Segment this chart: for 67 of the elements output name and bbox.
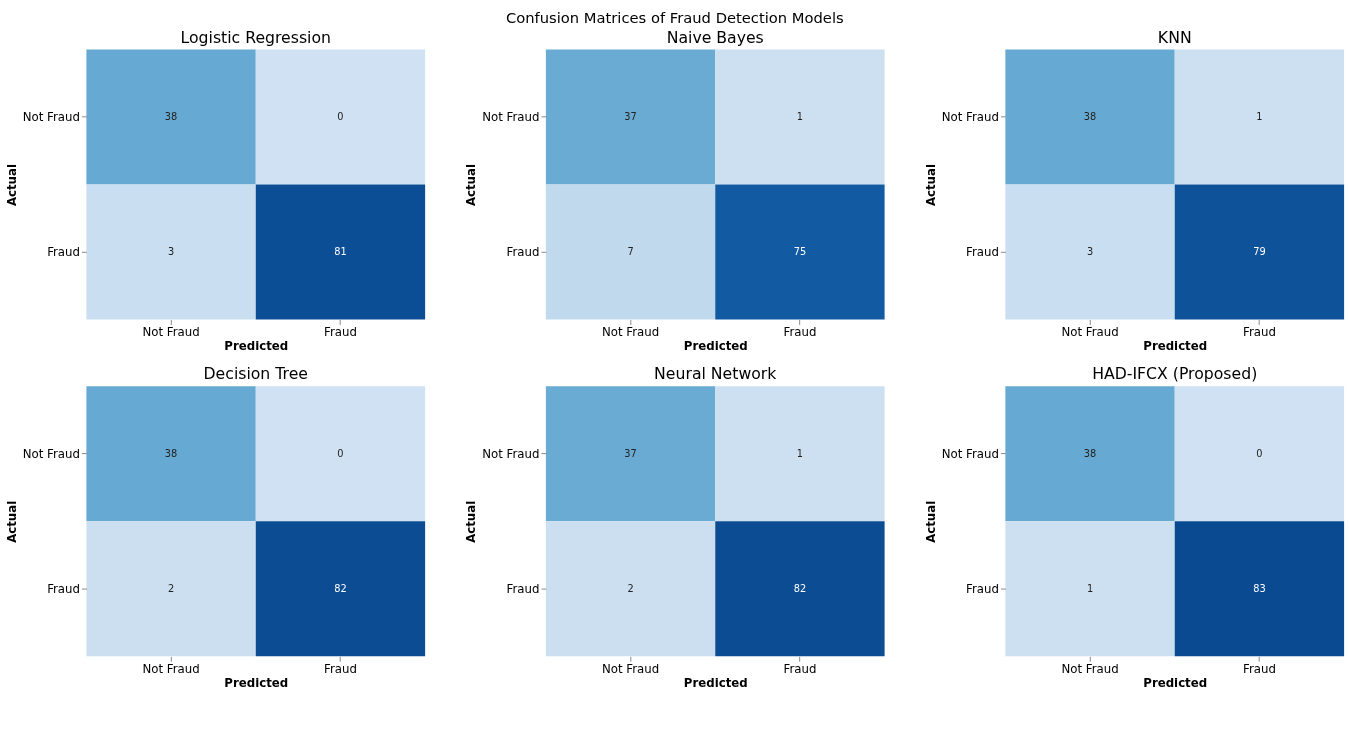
data-label: 3 xyxy=(167,246,175,258)
x-tick-label: Not Fraud xyxy=(1061,661,1119,676)
x-tick-label: Fraud xyxy=(783,324,817,339)
text: Confusion Matrices of Fraud Detection Models xyxy=(505,9,844,27)
chart-title: Decision Tree xyxy=(203,364,308,384)
data-label: 37 xyxy=(624,447,637,459)
data-label: 0 xyxy=(337,447,344,459)
x-axis-title: Predicted xyxy=(1143,676,1208,691)
y-tick-label: Not Fraud xyxy=(941,109,999,124)
data-label: 81 xyxy=(334,246,347,258)
y-axis-title: Actual xyxy=(4,164,19,207)
x-tick-label: Fraud xyxy=(1242,324,1276,339)
data-label: 38 xyxy=(1083,447,1097,459)
y-tick-label: Not Fraud xyxy=(482,446,540,461)
x-tick-label: Fraud xyxy=(324,324,357,339)
y-tick-label: Not Fraud xyxy=(22,446,81,461)
y-tick-label: Fraud xyxy=(966,581,999,596)
x-axis-title: Predicted xyxy=(224,339,289,354)
data-label: 38 xyxy=(164,111,178,123)
chart-title: Neural Network xyxy=(654,364,778,384)
data-label: 38 xyxy=(1083,111,1097,123)
y-tick-label: Fraud xyxy=(966,244,999,259)
data-label: 1 xyxy=(1256,111,1263,123)
y-tick-label: Fraud xyxy=(506,244,540,259)
y-axis-title: Actual xyxy=(464,164,479,207)
x-tick-label: Fraud xyxy=(1242,661,1276,676)
x-axis-title: Predicted xyxy=(1143,339,1208,354)
x-axis-title: Predicted xyxy=(224,676,289,691)
data-label: 1 xyxy=(796,111,804,123)
y-tick-label: Not Fraud xyxy=(22,109,81,124)
y-tick-label: Fraud xyxy=(47,581,81,596)
y-axis-title: Actual xyxy=(923,500,938,543)
x-tick-label: Not Fraud xyxy=(1061,324,1119,339)
data-label: 38 xyxy=(164,447,178,459)
x-axis-title: Predicted xyxy=(683,339,748,354)
x-tick-label: Not Fraud xyxy=(601,324,660,339)
chart-title: HAD-IFCX (Proposed) xyxy=(1092,364,1258,384)
chart-title: Logistic Regression xyxy=(180,27,331,47)
data-label: 83 xyxy=(1253,582,1266,594)
data-label: 1 xyxy=(796,447,804,459)
data-label: 82 xyxy=(793,582,807,594)
data-label: 0 xyxy=(337,111,344,123)
y-tick-label: Not Fraud xyxy=(482,109,540,124)
y-axis-title: Actual xyxy=(464,500,479,543)
data-label: 0 xyxy=(1256,447,1263,459)
data-label: 75 xyxy=(793,246,807,258)
data-label: 7 xyxy=(627,246,634,258)
x-axis-title: Predicted xyxy=(683,676,748,691)
data-label: 1 xyxy=(1086,582,1094,594)
data-label: 2 xyxy=(627,582,634,594)
data-label: 2 xyxy=(167,582,175,594)
y-axis-title: Actual xyxy=(4,500,19,543)
x-tick-label: Fraud xyxy=(783,661,817,676)
x-tick-label: Not Fraud xyxy=(601,661,660,676)
data-label: 37 xyxy=(624,111,637,123)
chart-title: KNN xyxy=(1157,27,1192,47)
x-tick-label: Not Fraud xyxy=(142,661,200,676)
chart-title: Naive Bayes xyxy=(666,27,764,47)
y-tick-label: Fraud xyxy=(47,244,81,259)
y-tick-label: Not Fraud xyxy=(941,446,999,461)
data-label: 82 xyxy=(334,582,347,594)
y-tick-label: Fraud xyxy=(506,581,540,596)
x-tick-label: Fraud xyxy=(324,661,357,676)
data-label: 79 xyxy=(1253,246,1266,258)
data-label: 3 xyxy=(1086,246,1094,258)
x-tick-label: Not Fraud xyxy=(142,324,200,339)
y-axis-title: Actual xyxy=(923,164,938,207)
